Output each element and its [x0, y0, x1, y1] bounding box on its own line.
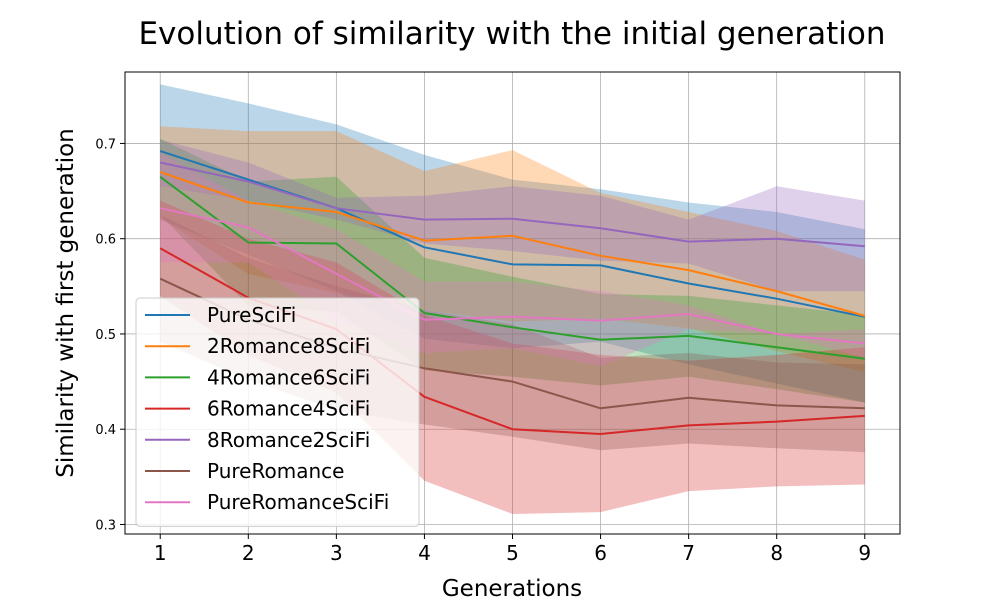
x-tick-label: 4	[418, 541, 431, 565]
x-tick-label: 8	[770, 541, 783, 565]
confidence-band	[160, 200, 865, 514]
x-tick-label: 6	[594, 541, 607, 565]
series-line	[159, 161, 865, 248]
legend-label: 2Romance8SciFi	[207, 334, 370, 358]
x-axis-ticks: 1 2 3 4 5 6 7 8 9	[154, 534, 871, 565]
y-tick-label: 0.5	[95, 328, 116, 343]
legend-label: PureRomance	[207, 459, 344, 483]
y-tick-label: 0.3	[95, 518, 116, 533]
x-tick-label: 9	[858, 541, 871, 565]
y-tick-label: 0.7	[95, 137, 116, 152]
confidence-band	[160, 139, 865, 292]
confidence-band	[160, 84, 865, 403]
y-tick-label: 0.4	[95, 423, 116, 438]
legend: PureSciFi 2Romance8SciFi 4Romance6SciFi 6Ro…	[135, 297, 420, 527]
y-axis-ticks: 0.3 0.4 0.5 0.6 0.7	[95, 137, 125, 533]
legend-label: 8Romance2SciFi	[207, 428, 370, 452]
legend-label: 6Romance4SciFi	[207, 397, 370, 421]
series-line	[159, 150, 866, 318]
x-tick-label: 3	[330, 541, 343, 565]
legend-label: PureRomanceSciFi	[207, 490, 389, 514]
series-line	[159, 207, 865, 345]
y-tick-label: 0.6	[95, 233, 116, 248]
legend-label: 4Romance6SciFi	[207, 365, 370, 389]
x-axis-label: Generations	[442, 576, 582, 600]
y-axis-label: Similarity with first generation	[53, 128, 79, 478]
legend-box	[135, 297, 420, 527]
x-tick-label: 2	[242, 541, 255, 565]
x-tick-label: 5	[506, 541, 519, 565]
x-tick-label: 7	[682, 541, 695, 565]
series-line	[159, 171, 866, 317]
legend-label: PureSciFi	[207, 303, 296, 327]
confidence-band	[160, 126, 865, 373]
x-tick-label: 1	[154, 541, 167, 565]
chart-title: Evolution of similarity with the initial…	[138, 16, 885, 52]
